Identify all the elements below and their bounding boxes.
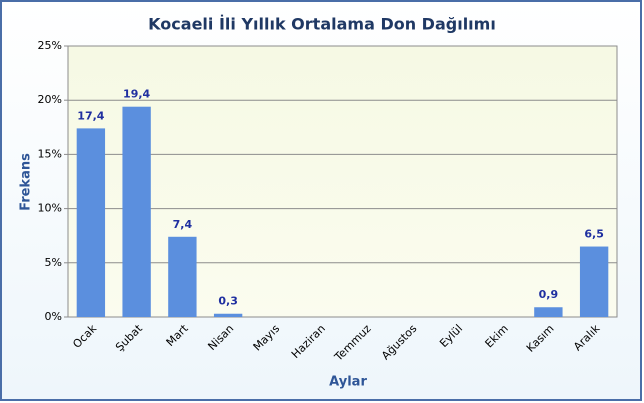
value-label: 7,4 bbox=[173, 218, 193, 231]
value-label: 0,3 bbox=[218, 295, 238, 308]
y-tick-label: 20% bbox=[38, 93, 62, 106]
value-label: 19,4 bbox=[123, 88, 150, 101]
value-label: 0,9 bbox=[539, 288, 559, 301]
y-tick-label: 0% bbox=[45, 310, 62, 323]
plot-area bbox=[67, 45, 618, 318]
y-tick-label: 10% bbox=[38, 202, 62, 215]
bar bbox=[579, 246, 609, 317]
bar bbox=[213, 313, 243, 317]
x-axis-title: Aylar bbox=[329, 375, 367, 390]
y-axis-title: Frekans bbox=[19, 153, 34, 211]
y-tick-label: 15% bbox=[38, 147, 62, 160]
y-tick-label: 5% bbox=[45, 256, 62, 269]
y-tick-label: 25% bbox=[38, 39, 62, 52]
value-label: 17,4 bbox=[77, 109, 104, 122]
bar bbox=[76, 128, 106, 317]
bar bbox=[122, 106, 151, 317]
bar bbox=[168, 236, 197, 317]
chart-title: Kocaeli İli Yıllık Ortalama Don Dağılımı bbox=[148, 15, 496, 34]
value-label: 6,5 bbox=[584, 228, 604, 241]
bar bbox=[534, 307, 563, 317]
